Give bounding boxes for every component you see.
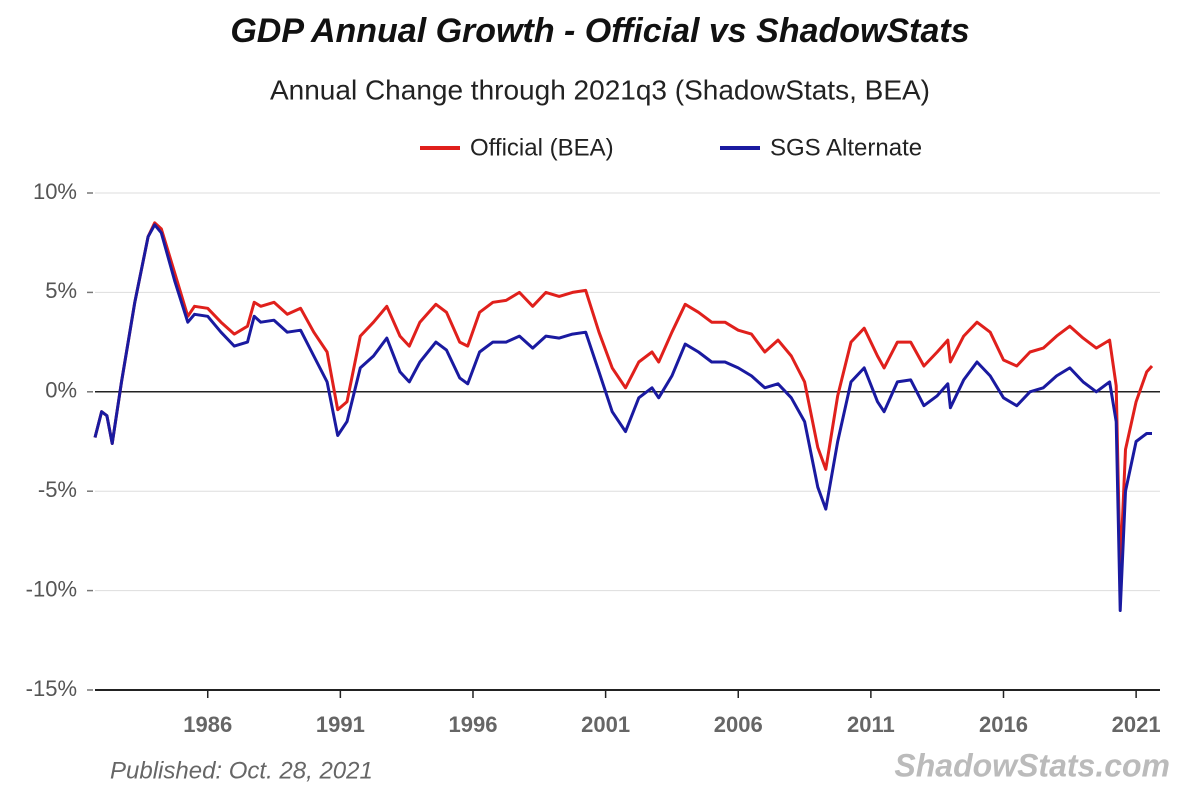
x-tick-label: 2016 [979,712,1028,737]
y-tick-label: 5% [45,278,77,303]
published-note: Published: Oct. 28, 2021 [110,757,373,784]
x-tick-label: 1991 [316,712,365,737]
chart-title: GDP Annual Growth - Official vs ShadowSt… [230,12,969,50]
chart-subtitle: Annual Change through 2021q3 (ShadowStat… [270,74,930,105]
x-tick-label: 2011 [847,712,895,737]
y-tick-label: 0% [45,378,77,403]
series-line [93,221,1154,575]
y-tick-label: 10% [33,179,77,204]
x-tick-label: 2001 [581,712,630,737]
legend-label: Official (BEA) [470,134,614,161]
x-tick-label: 1986 [183,712,232,737]
y-tick-label: -15% [26,676,77,701]
series-line [93,223,1152,612]
y-tick-label: -10% [26,576,77,601]
legend-label: SGS Alternate [770,134,922,161]
x-tick-label: 1996 [449,712,498,737]
x-tick-label: 2021 [1112,712,1161,737]
x-tick-label: 2006 [714,712,763,737]
y-tick-label: -5% [38,477,77,502]
watermark: ShadowStats.com [894,747,1170,783]
